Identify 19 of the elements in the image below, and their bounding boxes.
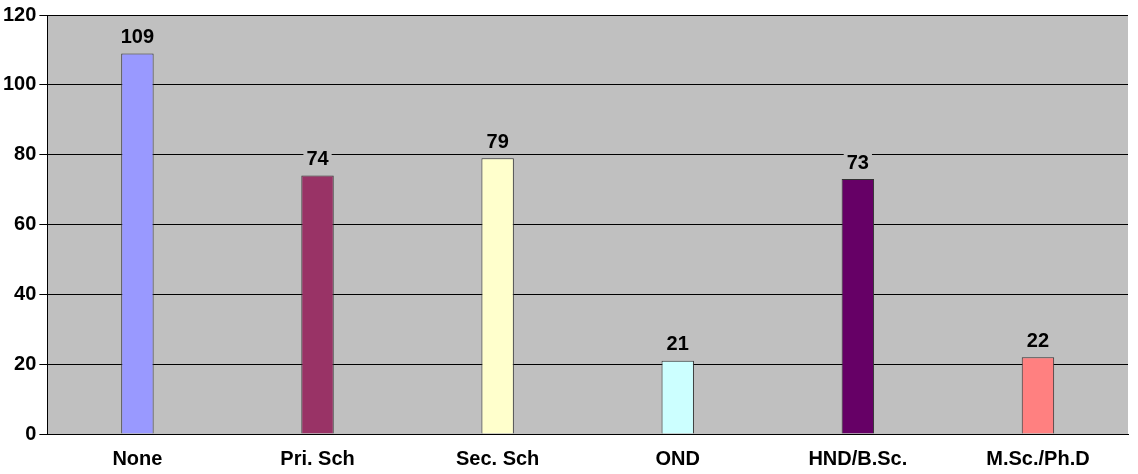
- y-tick-label: 60: [14, 212, 37, 235]
- x-tick-label: HND/B.Sc.: [808, 446, 908, 469]
- y-tick-label: 0: [25, 421, 37, 444]
- data-label: 109: [120, 24, 155, 47]
- data-label: 22: [1026, 328, 1050, 351]
- data-label: 21: [666, 332, 689, 355]
- data-label: 74: [306, 147, 330, 170]
- x-tick-label: Pri. Sch: [280, 446, 355, 469]
- x-tick-label: OND: [655, 446, 700, 469]
- x-tick-label: M.Sc./Ph.D: [986, 446, 1090, 469]
- y-tick-label: 20: [14, 351, 37, 374]
- y-tick-label: 120: [2, 2, 37, 25]
- y-tick-label: 40: [14, 281, 37, 304]
- x-tick-label: None: [112, 446, 163, 469]
- x-tick-label: Sec. Sch: [455, 446, 540, 469]
- y-tick-label: 80: [14, 142, 37, 165]
- y-tick-label: 100: [2, 72, 37, 95]
- data-label: 73: [846, 150, 869, 173]
- data-label: 79: [486, 129, 509, 152]
